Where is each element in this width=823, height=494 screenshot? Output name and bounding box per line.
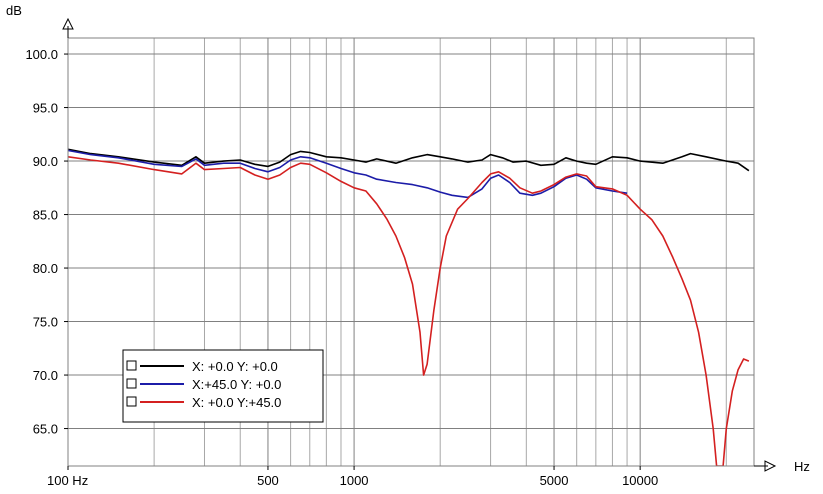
y-tick-label: 100.0 — [25, 47, 58, 62]
x-axis-arrow-icon — [764, 460, 777, 472]
y-tick-label: 90.0 — [33, 154, 58, 169]
series-layer — [68, 148, 750, 466]
legend: X: +0.0 Y: +0.0 X:+45.0 Y: +0.0 X: +0.0 Y:… — [122, 349, 324, 423]
x-tick-label: 5000 — [540, 473, 569, 488]
minor-gridlines — [153, 38, 727, 466]
series-line-1 — [68, 148, 750, 172]
y-tick-label: 70.0 — [33, 368, 58, 383]
y-tick-label: 65.0 — [33, 422, 58, 437]
x-tick-label: 500 — [257, 473, 279, 488]
plot-frame — [67, 37, 755, 467]
x-tick-label: 100 Hz — [47, 473, 88, 488]
x-tick-label: 1000 — [340, 473, 369, 488]
legend-label: X: +0.0 Y: +0.0 — [192, 359, 278, 374]
y-tick-label: 85.0 — [33, 208, 58, 223]
legend-checkbox[interactable] — [126, 378, 137, 389]
y-tick-label: 80.0 — [33, 261, 58, 276]
x-axis-title: Hz — [794, 459, 810, 474]
legend-checkbox[interactable] — [126, 360, 137, 371]
legend-checkbox[interactable] — [126, 396, 137, 407]
legend-label: X: +0.0 Y:+45.0 — [192, 395, 281, 410]
x-axis-ticks: 100 Hz 500 1000 5000 10000 — [47, 466, 658, 488]
series-line-3 — [68, 156, 750, 466]
y-axis-ticks: 100.0 95.0 90.0 85.0 80.0 75.0 70.0 65.0 — [25, 47, 68, 437]
major-gridlines — [67, 38, 754, 466]
legend-box — [122, 349, 324, 423]
y-tick-label: 75.0 — [33, 315, 58, 330]
y-tick-label: 95.0 — [33, 101, 58, 116]
x-tick-label: 10000 — [622, 473, 658, 488]
legend-label: X:+45.0 Y: +0.0 — [192, 377, 281, 392]
y-axis-title: dB — [6, 3, 22, 18]
y-axis-arrow-icon — [62, 17, 74, 30]
series-line-2 — [68, 149, 628, 199]
